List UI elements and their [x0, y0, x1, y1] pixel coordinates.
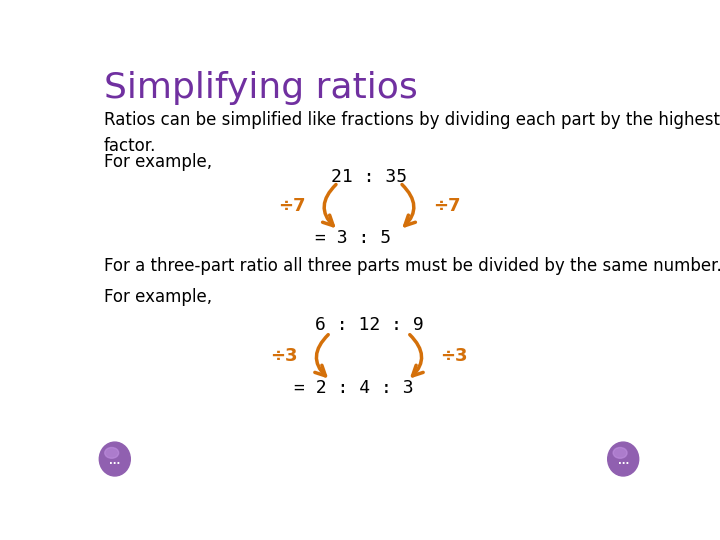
Text: ÷3: ÷3 [441, 347, 468, 365]
Text: = 3 : 5: = 3 : 5 [315, 229, 392, 247]
Ellipse shape [613, 448, 627, 458]
Text: Simplifying ratios: Simplifying ratios [104, 71, 418, 105]
Text: ÷7: ÷7 [278, 197, 305, 215]
Text: ÷7: ÷7 [433, 197, 460, 215]
Ellipse shape [608, 442, 639, 476]
Text: Ratios can be simplified like fractions by dividing each part by the highest com: Ratios can be simplified like fractions … [104, 111, 720, 156]
Ellipse shape [104, 448, 119, 458]
Text: = 2 : 4 : 3: = 2 : 4 : 3 [294, 379, 413, 397]
Text: For example,: For example, [104, 153, 212, 171]
Text: 21 : 35: 21 : 35 [331, 168, 407, 186]
Text: ...: ... [618, 456, 629, 465]
Text: 6 : 12 : 9: 6 : 12 : 9 [315, 316, 423, 334]
Ellipse shape [99, 442, 130, 476]
Text: ÷3: ÷3 [270, 347, 297, 365]
Text: For a three-part ratio all three parts must be divided by the same number.: For a three-part ratio all three parts m… [104, 257, 720, 275]
Text: ...: ... [109, 456, 120, 465]
Text: For example,: For example, [104, 288, 212, 306]
